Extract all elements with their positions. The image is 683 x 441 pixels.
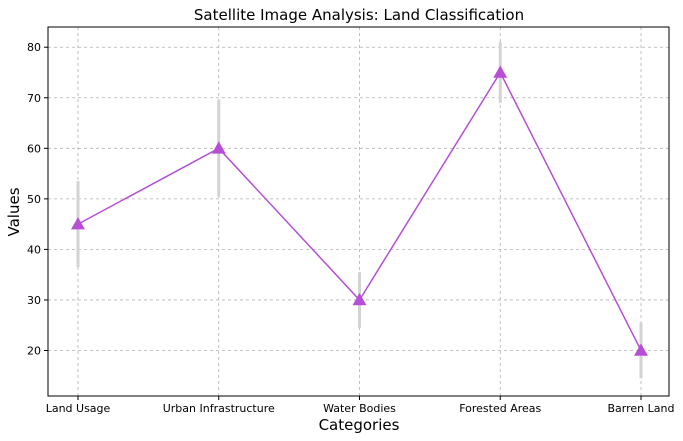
- x-tick-label: Urban Infrastructure: [163, 402, 275, 415]
- y-tick-label: 30: [27, 294, 41, 307]
- y-tick-label: 70: [27, 92, 41, 105]
- data-point-marker: [352, 292, 367, 306]
- y-ticks: 20 30 40 50 60 70 80: [27, 41, 48, 358]
- y-tick-label: 40: [27, 243, 41, 256]
- x-tick-label: Land Usage: [46, 402, 111, 415]
- y-tick-label: 50: [27, 193, 41, 206]
- chart-title: Satellite Image Analysis: Land Classific…: [194, 6, 524, 24]
- x-tick-label: Water Bodies: [323, 402, 396, 415]
- x-tick-label: Forested Areas: [459, 402, 541, 415]
- data-point-marker: [493, 65, 508, 78]
- grid: [48, 27, 669, 396]
- x-ticks: Land Usage Urban Infrastructure Water Bodi…: [46, 396, 675, 415]
- x-axis-label: Categories: [319, 416, 400, 434]
- y-tick-label: 80: [27, 41, 41, 54]
- data-point-marker: [71, 217, 85, 230]
- y-tick-label: 60: [27, 142, 41, 155]
- y-axis-label: Values: [5, 187, 23, 236]
- data-point-marker: [211, 141, 226, 154]
- markers: [71, 65, 648, 356]
- x-tick-label: Barren Land: [608, 402, 675, 415]
- plot-frame: [47, 26, 670, 397]
- y-tick-label: 20: [27, 345, 41, 358]
- data-point-marker: [634, 343, 648, 356]
